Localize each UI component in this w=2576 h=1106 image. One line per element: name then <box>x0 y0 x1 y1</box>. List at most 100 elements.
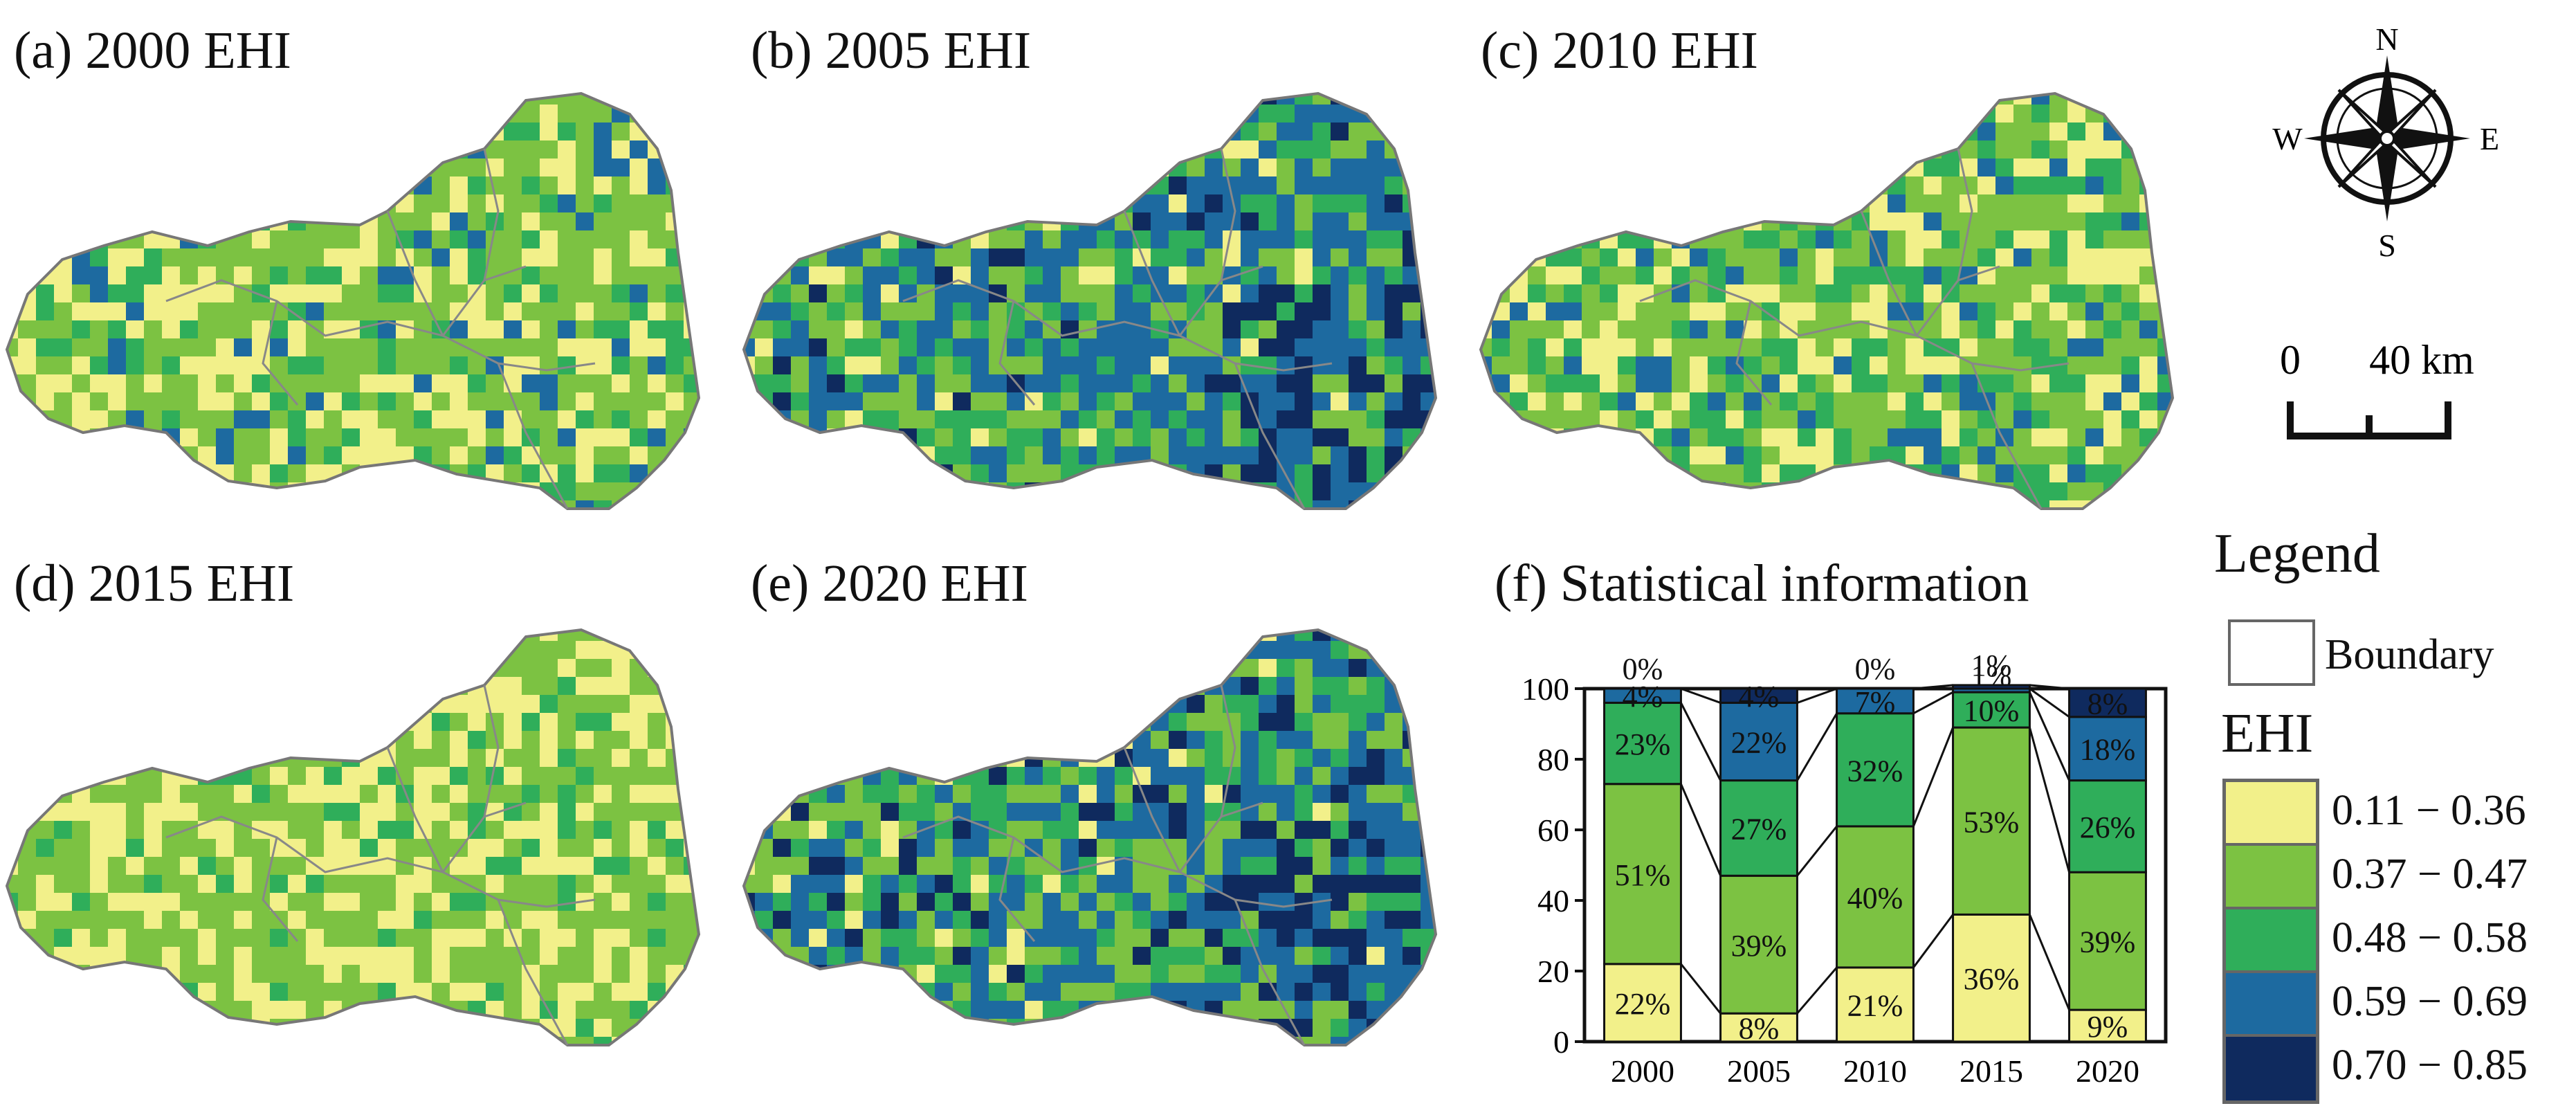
bar-2000-1 <box>1603 783 1682 966</box>
x-tick-label-1: 2005 <box>1727 1053 1791 1089</box>
compass-s-label: S <box>2378 228 2396 263</box>
connector-1-3 <box>1796 687 1838 704</box>
bar-2020-1 <box>2068 871 2147 1011</box>
connector-3-1 <box>2028 727 2071 873</box>
data-label-2000-2: 23% <box>1615 727 1671 761</box>
legend-class-label-0: 0.11 − 0.36 <box>2332 787 2526 834</box>
bar-2000-2 <box>1603 701 1682 786</box>
data-label-2020-0: 9% <box>2088 1010 2128 1044</box>
legend-class-label-4: 0.70 − 0.85 <box>2332 1042 2528 1089</box>
bar-2015-4 <box>1952 684 2031 690</box>
data-label-2010-0: 21% <box>1847 988 1903 1022</box>
y-tick-label-4: 80 <box>1537 742 1569 777</box>
data-label-2015-2: 10% <box>1964 694 2020 728</box>
connector-1-2 <box>1796 712 1838 781</box>
bar-2000-0 <box>1603 963 1682 1043</box>
connector-2-0 <box>1912 914 1954 968</box>
connector-3-2 <box>2029 691 2070 781</box>
connector-0-2 <box>1680 702 1721 781</box>
legend-swatch-1 <box>2226 846 2316 909</box>
data-label-2015-4: 1% <box>1971 654 2012 682</box>
ehi-legend-classes <box>2222 779 2319 1104</box>
connector-3-0 <box>2029 914 2070 1010</box>
connector-2-2 <box>1912 691 1954 715</box>
data-label-2010-4: 0% <box>1855 654 1896 686</box>
data-label-2015-0: 36% <box>1964 962 2020 996</box>
scale-bar: 0 40 km <box>2280 337 2474 439</box>
connector-3-4 <box>2029 684 2070 690</box>
x-tick-label-2: 2010 <box>1843 1053 1907 1089</box>
bar-2005-2 <box>1719 779 1798 877</box>
ehi-map-2000 <box>5 91 701 510</box>
connector-3-3 <box>2029 687 2070 718</box>
legend-swatch-2 <box>2226 909 2316 973</box>
bar-2005-4 <box>1719 687 1798 704</box>
legend-swatch-3 <box>2226 973 2316 1037</box>
data-label-2005-3: 22% <box>1731 726 1787 760</box>
panel-title-d: (d) 2015 EHI <box>14 554 295 613</box>
connector-0-0 <box>1680 963 1721 1015</box>
panel-title-b: (b) 2005 EHI <box>751 21 1032 80</box>
data-label-2020-2: 26% <box>2080 810 2136 844</box>
y-tick-label-3: 60 <box>1537 813 1569 848</box>
ehi-legend-title: EHI <box>2221 703 2314 764</box>
compass-n-label: N <box>2375 21 2398 57</box>
data-label-2015-1: 53% <box>1964 805 2020 839</box>
bar-2010-2 <box>1836 712 1915 828</box>
data-label-2005-0: 8% <box>1739 1012 1780 1046</box>
bar-2010-0 <box>1836 966 1915 1043</box>
boundary-label: Boundary <box>2325 631 2494 678</box>
compass-e-label: E <box>2480 121 2499 156</box>
chart-title: (f) Statistical information <box>1495 554 2029 613</box>
ehi-map-2005 <box>742 91 1438 510</box>
bar-2020-4 <box>2068 687 2147 718</box>
panel-title-c: (c) 2010 EHI <box>1481 21 1758 80</box>
connector-2-1 <box>1912 727 1954 827</box>
data-label-2000-3: 4% <box>1623 680 1663 714</box>
data-label-2000-0: 22% <box>1615 987 1671 1021</box>
bar-2005-3 <box>1719 701 1798 782</box>
data-label-2010-2: 32% <box>1847 754 1903 788</box>
connector-0-1 <box>1680 783 1721 876</box>
connector-1-0 <box>1796 966 1838 1015</box>
bar-2005-1 <box>1719 874 1798 1015</box>
x-tick-label-0: 2000 <box>1611 1053 1674 1089</box>
panel-title-e: (e) 2020 EHI <box>751 554 1028 613</box>
legend-class-label-1: 0.37 − 0.47 <box>2332 851 2528 898</box>
panel-title-a: (a) 2000 EHI <box>14 21 291 80</box>
data-label-2020-1: 39% <box>2080 925 2136 959</box>
data-label-2000-4: 0% <box>1623 654 1663 686</box>
bar-2015-0 <box>1952 913 2031 1043</box>
y-tick-label-1: 20 <box>1537 954 1569 989</box>
y-tick-label-0: 0 <box>1553 1024 1569 1060</box>
legend-class-label-3: 0.59 − 0.69 <box>2332 978 2528 1025</box>
data-label-2005-4: 4% <box>1739 680 1780 714</box>
data-label-2020-4: 8% <box>2088 687 2128 720</box>
legend-class-label-2: 0.48 − 0.58 <box>2332 914 2528 961</box>
ehi-map-2010 <box>1479 91 2175 510</box>
data-label-2000-1: 51% <box>1615 858 1671 892</box>
data-label-2020-3: 18% <box>2080 733 2136 767</box>
legend-swatch-0 <box>2226 782 2316 846</box>
statistical-bar-chart: 02040608010022%51%23%4%0%20008%39%27%22%… <box>1522 654 2168 1089</box>
north-arrow-compass-icon: N S W E <box>2272 21 2499 263</box>
legend-title: Legend <box>2214 523 2380 584</box>
bar-2020-2 <box>2068 779 2147 873</box>
ehi-map-2015 <box>5 628 701 1046</box>
y-tick-label-5: 100 <box>1522 671 1569 707</box>
connector-0-3 <box>1680 687 1721 704</box>
x-tick-label-4: 2020 <box>2076 1053 2139 1089</box>
data-label-2005-2: 27% <box>1731 812 1787 846</box>
bar-2000-3 <box>1603 687 1682 704</box>
bar-2010-3 <box>1836 687 1915 715</box>
connector-1-1 <box>1796 825 1838 877</box>
ehi-map-2020 <box>742 628 1438 1046</box>
data-label-2010-3: 7% <box>1855 685 1896 719</box>
connector-2-4 <box>1913 684 1953 690</box>
scale-start-label: 0 <box>2280 337 2301 383</box>
bar-2020-0 <box>2068 1008 2147 1043</box>
scale-end-label: 40 km <box>2369 337 2474 383</box>
boundary-swatch <box>2228 619 2315 686</box>
data-label-2010-1: 40% <box>1847 881 1903 915</box>
x-tick-label-3: 2015 <box>1960 1053 2023 1089</box>
